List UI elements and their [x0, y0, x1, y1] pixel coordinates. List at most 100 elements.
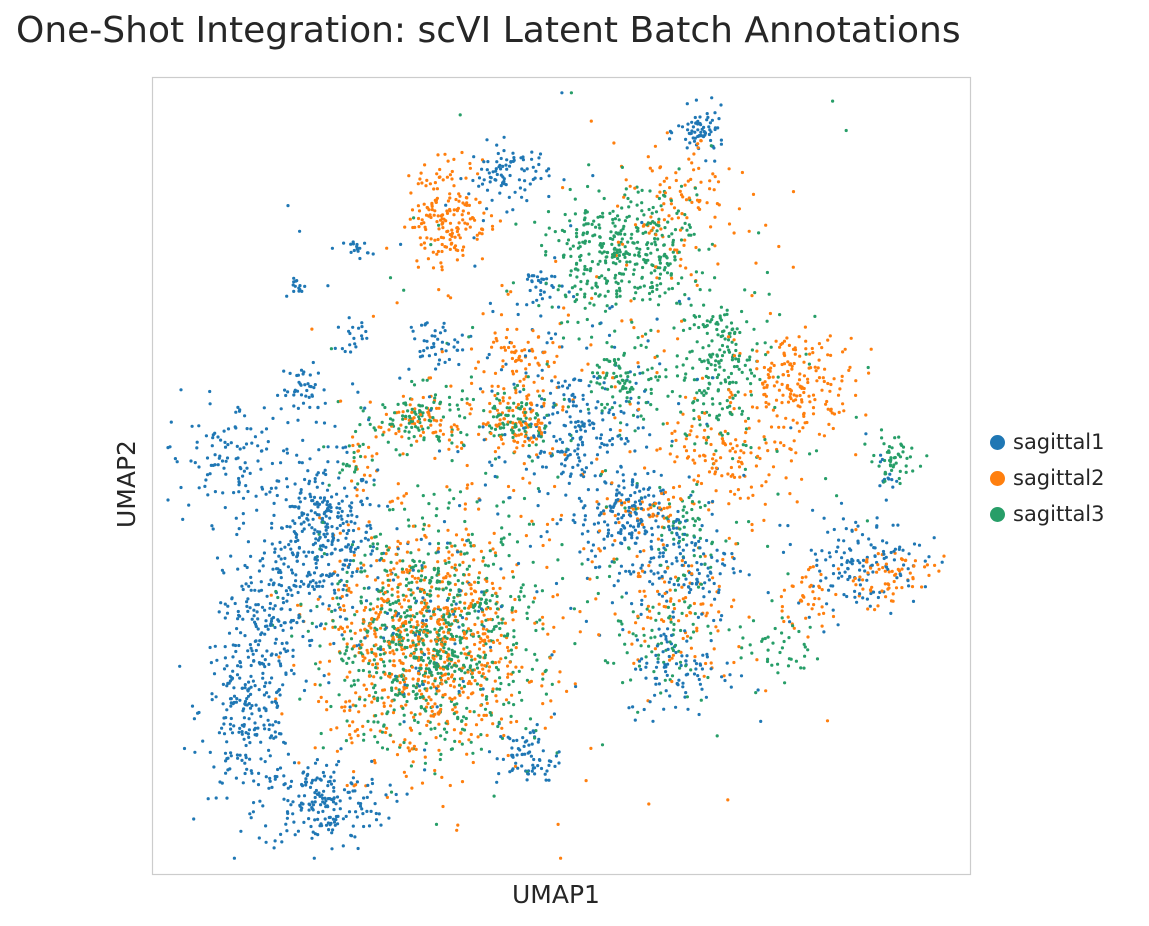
point-sagittal1 [710, 96, 714, 100]
point-sagittal2 [442, 630, 446, 634]
point-sagittal2 [416, 642, 421, 646]
point-sagittal1 [332, 641, 336, 646]
point-sagittal1 [223, 645, 227, 649]
point-sagittal3 [681, 328, 686, 332]
point-sagittal1 [906, 567, 910, 571]
point-sagittal1 [646, 471, 650, 476]
point-sagittal2 [781, 373, 786, 377]
point-sagittal1 [627, 569, 631, 574]
point-sagittal2 [469, 587, 473, 591]
point-sagittal2 [522, 377, 526, 381]
point-sagittal3 [541, 439, 546, 443]
point-sagittal2 [419, 601, 423, 605]
point-sagittal1 [633, 491, 637, 495]
point-sagittal2 [900, 586, 904, 590]
point-sagittal3 [672, 602, 676, 607]
point-sagittal3 [714, 359, 718, 363]
point-sagittal3 [710, 397, 715, 401]
chart-title: One-Shot Integration: scVI Latent Batch … [16, 10, 961, 51]
point-sagittal1 [433, 334, 437, 338]
point-sagittal1 [224, 472, 228, 476]
point-sagittal1 [300, 289, 304, 293]
point-sagittal1 [330, 831, 334, 835]
point-sagittal3 [450, 665, 454, 669]
point-sagittal3 [367, 670, 371, 674]
point-sagittal2 [423, 598, 427, 602]
point-sagittal3 [443, 737, 447, 741]
point-sagittal3 [438, 608, 442, 612]
point-sagittal1 [274, 560, 278, 564]
point-sagittal3 [770, 599, 774, 603]
point-sagittal1 [249, 427, 253, 431]
point-sagittal3 [418, 409, 422, 413]
point-sagittal1 [677, 535, 681, 540]
point-sagittal3 [802, 642, 806, 647]
point-sagittal2 [876, 552, 880, 556]
point-sagittal1 [606, 528, 611, 532]
point-sagittal3 [697, 325, 701, 330]
point-sagittal1 [245, 600, 249, 604]
point-sagittal2 [476, 630, 480, 635]
point-sagittal2 [559, 856, 563, 860]
point-sagittal3 [460, 636, 464, 640]
point-sagittal2 [387, 642, 392, 646]
point-sagittal2 [654, 233, 658, 237]
point-sagittal2 [407, 692, 411, 696]
point-sagittal3 [880, 436, 884, 440]
point-sagittal2 [374, 643, 378, 647]
point-sagittal1 [169, 420, 173, 424]
point-sagittal1 [235, 532, 239, 537]
point-sagittal2 [467, 679, 471, 684]
point-sagittal1 [676, 683, 680, 687]
point-sagittal1 [304, 679, 308, 683]
point-sagittal2 [491, 640, 496, 645]
point-sagittal2 [512, 488, 516, 493]
point-sagittal1 [312, 856, 316, 860]
point-sagittal2 [431, 431, 435, 435]
point-sagittal2 [797, 378, 802, 382]
point-sagittal1 [299, 522, 303, 526]
point-sagittal1 [261, 676, 265, 680]
point-sagittal1 [645, 445, 649, 449]
point-sagittal1 [294, 535, 298, 540]
point-sagittal2 [697, 200, 701, 204]
point-sagittal2 [394, 552, 398, 556]
point-sagittal3 [447, 662, 451, 666]
point-sagittal1 [288, 525, 292, 529]
point-sagittal1 [226, 604, 230, 608]
point-sagittal1 [225, 796, 229, 800]
point-sagittal2 [470, 482, 474, 486]
point-sagittal3 [367, 661, 371, 666]
point-sagittal3 [394, 693, 398, 697]
point-sagittal2 [473, 622, 477, 627]
point-sagittal1 [876, 595, 881, 600]
point-sagittal3 [383, 405, 387, 410]
point-sagittal2 [737, 207, 742, 211]
point-sagittal1 [538, 152, 543, 156]
point-sagittal3 [696, 585, 701, 589]
point-sagittal1 [656, 571, 660, 575]
point-sagittal3 [345, 570, 349, 575]
point-sagittal1 [322, 579, 326, 583]
point-sagittal1 [511, 739, 515, 743]
point-sagittal1 [713, 159, 717, 163]
point-sagittal2 [514, 646, 518, 650]
point-sagittal3 [649, 377, 653, 381]
point-sagittal3 [636, 229, 640, 233]
point-sagittal1 [265, 649, 269, 653]
point-sagittal3 [465, 706, 469, 710]
point-sagittal2 [468, 225, 472, 229]
point-sagittal2 [513, 450, 517, 454]
point-sagittal3 [766, 635, 770, 639]
point-sagittal1 [624, 591, 629, 595]
point-sagittal2 [460, 213, 464, 217]
point-sagittal3 [695, 482, 699, 486]
point-sagittal1 [286, 799, 290, 803]
point-sagittal3 [453, 573, 457, 577]
point-sagittal2 [335, 726, 339, 730]
point-sagittal2 [729, 390, 733, 394]
point-sagittal2 [782, 443, 786, 448]
point-sagittal1 [223, 602, 227, 606]
point-sagittal2 [817, 584, 821, 588]
